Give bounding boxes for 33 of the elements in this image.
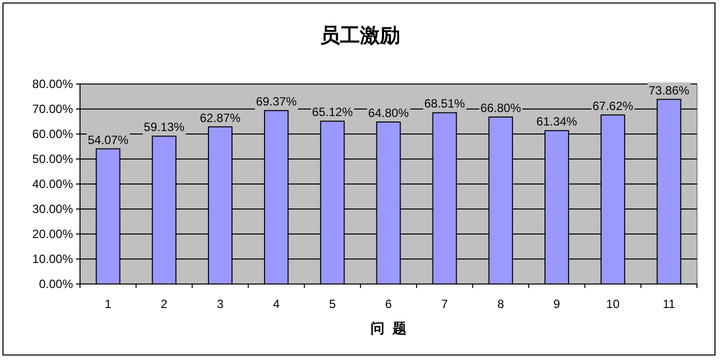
x-tick-label: 5 [329, 297, 336, 311]
y-tick-label: 0.00% [38, 277, 74, 291]
x-tick-label: 11 [662, 297, 676, 311]
y-tick-label: 60.00% [32, 127, 74, 141]
x-axis-title: 问 题 [370, 320, 406, 336]
data-label: 66.80% [480, 101, 522, 115]
y-tick-label: 80.00% [32, 77, 74, 91]
y-tick-label: 20.00% [32, 227, 74, 241]
data-label: 59.13% [144, 120, 185, 134]
data-label: 65.12% [312, 105, 354, 120]
data-label: 61.34% [536, 114, 578, 129]
chart-title: 员工激励 [320, 25, 400, 47]
y-tick-label: 50.00% [32, 152, 74, 166]
x-tick-label: 10 [606, 297, 620, 311]
x-tick-label: 7 [441, 297, 448, 311]
y-tick-label: 40.00% [32, 177, 74, 191]
y-tick-label: 10.00% [32, 252, 74, 266]
y-tick-label: 70.00% [32, 102, 74, 116]
data-label: 68.51% [424, 96, 466, 111]
data-label: 62.87% [200, 110, 241, 125]
x-tick-label: 4 [272, 297, 280, 311]
x-tick-label: 6 [385, 297, 392, 311]
data-label: 67.62% [592, 98, 634, 113]
x-tick-label: 1 [104, 297, 112, 311]
data-label: 64.80% [368, 106, 410, 120]
data-label: 54.07% [88, 132, 129, 147]
x-tick-label: 9 [553, 297, 560, 311]
data-label: 73.86% [648, 83, 690, 98]
x-tick-label: 3 [216, 297, 224, 311]
x-tick-label: 8 [497, 297, 504, 311]
data-label: 69.37% [256, 94, 297, 109]
x-tick-label: 2 [160, 297, 168, 311]
y-tick-label: 30.00% [32, 202, 74, 216]
